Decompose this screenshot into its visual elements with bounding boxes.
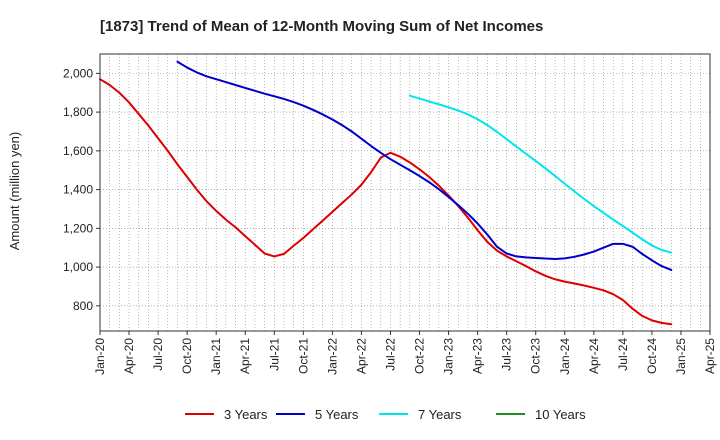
series-line-7-years [408, 94, 673, 254]
x-tick-label: Oct-23 [529, 338, 543, 374]
series-line-5-years [176, 60, 673, 271]
x-axis-ticks: Jan-20 Apr-20 Jul-20 Oct-20 Jan-21 Apr-21 Jul-… [93, 331, 717, 375]
y-tick-label: 1,200 [63, 221, 93, 235]
y-tick-label: 800 [73, 299, 93, 313]
legend-label: 5 Years [315, 407, 359, 422]
x-tick-label: Oct-21 [296, 338, 310, 374]
x-tick-label: Jan-20 [93, 338, 107, 375]
x-tick-label: Apr-23 [471, 338, 485, 374]
y-tick-label: 2,000 [63, 66, 93, 80]
y-tick-label: 1,400 [63, 183, 93, 197]
y-tick-label: 1,000 [63, 260, 93, 274]
x-tick-label: Jan-23 [442, 338, 456, 375]
x-tick-label: Jul-24 [616, 338, 630, 371]
y-axis-ticks: 800 1,000 1,200 1,400 1,600 1,800 2,000 [63, 66, 100, 313]
x-tick-label: Jul-21 [267, 338, 281, 371]
y-axis-label: Amount (million yen) [7, 132, 22, 251]
x-tick-label: Jan-21 [209, 338, 223, 375]
series-layer [99, 60, 673, 326]
legend-label: 10 Years [535, 407, 586, 422]
x-tick-label: Oct-24 [645, 338, 659, 374]
x-tick-label: Jan-22 [325, 338, 339, 375]
x-tick-label: Apr-21 [238, 338, 252, 374]
y-tick-label: 1,600 [63, 144, 93, 158]
legend: 3 Years 5 Years 7 Years 10 Years [185, 407, 586, 422]
plot-frame [99, 53, 711, 332]
x-tick-label: Apr-25 [703, 338, 717, 374]
x-tick-label: Jul-20 [151, 338, 165, 371]
x-tick-label: Jan-25 [674, 338, 688, 375]
x-tick-label: Apr-20 [122, 338, 136, 374]
x-tick-label: Oct-22 [413, 338, 427, 374]
x-tick-label: Jan-24 [558, 338, 572, 375]
x-tick-label: Jul-22 [383, 338, 397, 371]
y-tick-label: 1,800 [63, 105, 93, 119]
legend-label: 3 Years [224, 407, 268, 422]
chart-title: [1873] Trend of Mean of 12-Month Moving … [100, 18, 543, 35]
plot-area [100, 54, 710, 331]
x-tick-label: Oct-20 [180, 338, 194, 374]
x-tick-label: Jul-23 [500, 338, 514, 371]
x-tick-label: Apr-24 [587, 338, 601, 374]
x-tick-label: Apr-22 [354, 338, 368, 374]
grid-layer [100, 54, 710, 331]
legend-label: 7 Years [418, 407, 462, 422]
